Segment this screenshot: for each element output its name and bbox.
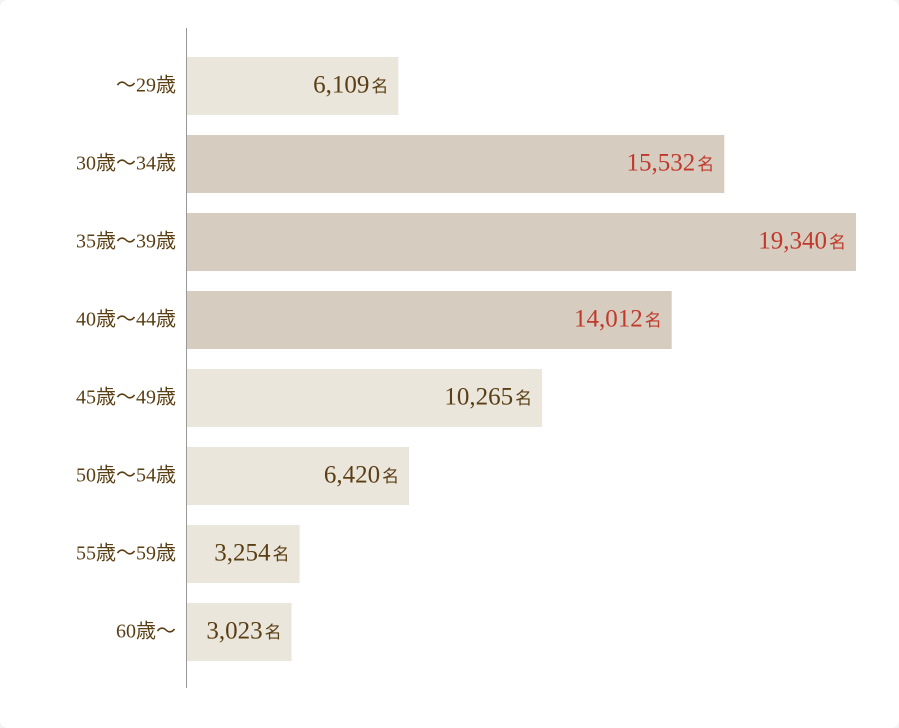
category-label: 55歳〜59歳	[76, 542, 176, 565]
category-label: 30歳〜34歳	[76, 152, 176, 175]
value-label: 19,340	[758, 228, 827, 255]
value-unit: 名	[829, 233, 846, 252]
value-label: 14,012	[574, 306, 643, 333]
category-label: 45歳〜49歳	[76, 386, 176, 409]
value-unit: 名	[265, 623, 282, 642]
bar	[187, 291, 672, 349]
value-label: 3,254	[214, 540, 271, 567]
value-label: 15,532	[627, 150, 696, 177]
category-label: 〜29歳	[116, 74, 176, 97]
value-label: 10,265	[444, 384, 513, 411]
bar	[187, 447, 410, 505]
value-unit: 名	[382, 467, 399, 486]
bar	[187, 57, 399, 115]
category-label: 60歳〜	[116, 620, 176, 643]
value-unit: 名	[697, 155, 714, 174]
value-unit: 名	[371, 77, 388, 96]
bar	[187, 213, 856, 271]
value-unit: 名	[273, 545, 290, 564]
bar	[187, 369, 543, 427]
category-label: 40歳〜44歳	[76, 308, 176, 331]
bar	[187, 525, 300, 583]
bar	[187, 603, 292, 661]
bar	[187, 135, 725, 193]
value-label: 6,109	[313, 72, 369, 99]
value-label: 6,420	[324, 462, 380, 489]
category-label: 50歳〜54歳	[76, 464, 176, 487]
value-unit: 名	[645, 311, 662, 330]
category-label: 35歳〜39歳	[76, 230, 176, 253]
value-label: 3,023	[206, 618, 262, 645]
value-unit: 名	[515, 389, 532, 408]
